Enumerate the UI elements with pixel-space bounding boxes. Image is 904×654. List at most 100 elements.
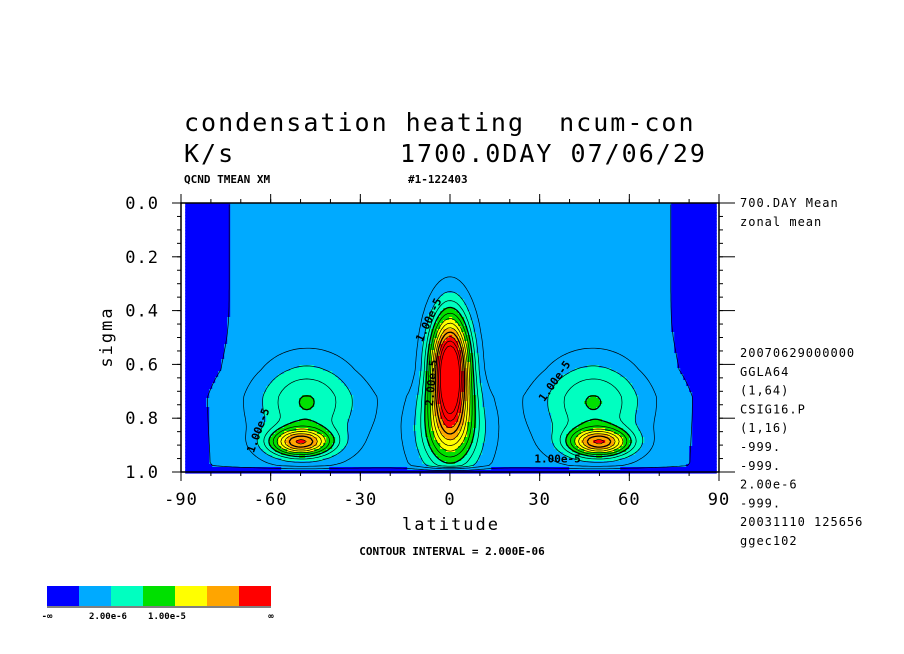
fill-band bbox=[683, 377, 717, 381]
fill-band bbox=[185, 374, 219, 378]
fill-band bbox=[431, 404, 435, 408]
fill-band bbox=[185, 239, 231, 243]
fill-band bbox=[215, 377, 276, 381]
fill-band bbox=[428, 365, 432, 369]
fill-band bbox=[431, 425, 438, 429]
fill-band bbox=[470, 368, 474, 372]
fill-band bbox=[473, 356, 480, 360]
contour-line bbox=[256, 291, 644, 468]
fill-band bbox=[347, 440, 417, 444]
colorbar-swatch bbox=[239, 586, 271, 606]
fill-band bbox=[671, 206, 717, 210]
fill-band bbox=[455, 308, 468, 312]
fill-band bbox=[467, 380, 471, 384]
fill-band bbox=[626, 377, 684, 381]
fill-band bbox=[185, 347, 225, 351]
fill-band bbox=[464, 419, 471, 423]
fill-band bbox=[470, 365, 474, 369]
fill-band bbox=[473, 371, 480, 375]
fill-band bbox=[467, 392, 471, 396]
fill-band bbox=[632, 386, 690, 390]
fill-band bbox=[467, 395, 471, 399]
fill-band bbox=[635, 452, 690, 456]
contour-field bbox=[185, 203, 717, 474]
fill-band bbox=[692, 428, 717, 432]
fill-band bbox=[464, 416, 471, 420]
fill-band bbox=[209, 461, 423, 465]
fill-band bbox=[575, 437, 585, 441]
fill-band bbox=[473, 353, 480, 357]
fill-band bbox=[569, 371, 618, 375]
fill-band bbox=[551, 419, 591, 423]
fill-band bbox=[623, 428, 639, 432]
fill-band bbox=[311, 419, 348, 423]
fill-band bbox=[458, 293, 672, 297]
fill-band bbox=[437, 356, 462, 360]
fill-band bbox=[230, 269, 672, 273]
fill-band bbox=[296, 428, 309, 432]
run-info-line: ggec102 bbox=[740, 534, 798, 548]
contour-line bbox=[440, 345, 461, 415]
fill-band bbox=[185, 452, 210, 456]
fill-band bbox=[476, 341, 675, 345]
fill-band bbox=[470, 404, 477, 408]
fill-band bbox=[638, 449, 690, 453]
fill-band bbox=[266, 389, 351, 393]
fill-band bbox=[185, 284, 231, 288]
fill-band bbox=[620, 458, 690, 462]
fill-band bbox=[419, 374, 426, 378]
colorbar-swatch bbox=[143, 586, 175, 606]
fill-band bbox=[671, 221, 717, 225]
fill-band bbox=[185, 323, 228, 327]
fill-band bbox=[635, 419, 693, 423]
fill-band bbox=[185, 446, 210, 450]
fill-band bbox=[482, 389, 552, 393]
fill-band bbox=[209, 419, 267, 423]
fill-band bbox=[227, 329, 426, 333]
fill-band bbox=[437, 377, 465, 381]
fill-band bbox=[476, 398, 483, 402]
fill-band bbox=[485, 440, 552, 444]
fill-band bbox=[602, 419, 636, 423]
fill-band bbox=[230, 227, 672, 231]
fill-band bbox=[230, 224, 672, 228]
fill-band bbox=[425, 338, 432, 342]
fill-band bbox=[317, 440, 327, 444]
fill-band bbox=[185, 431, 210, 435]
fill-band bbox=[425, 428, 432, 432]
fill-band bbox=[440, 323, 459, 327]
fill-band bbox=[416, 404, 426, 408]
fill-band bbox=[350, 416, 417, 420]
fill-band bbox=[470, 446, 483, 450]
fill-band bbox=[473, 359, 480, 363]
fill-band bbox=[185, 428, 210, 432]
fill-band bbox=[320, 452, 339, 456]
x-tick-label: 90 bbox=[708, 490, 730, 510]
x-tick-label: 0 bbox=[444, 490, 455, 510]
fill-band bbox=[440, 431, 459, 435]
fill-band bbox=[479, 368, 576, 372]
fill-band bbox=[284, 371, 333, 375]
fill-band bbox=[185, 296, 231, 300]
fill-band bbox=[587, 404, 600, 408]
fill-band bbox=[671, 254, 717, 258]
fill-band bbox=[317, 431, 330, 435]
fill-band bbox=[347, 434, 417, 438]
fill-band bbox=[425, 395, 432, 399]
fill-band bbox=[302, 407, 312, 411]
y-tick-label: 0.4 bbox=[125, 302, 159, 322]
fill-band bbox=[440, 416, 459, 420]
fill-band bbox=[287, 443, 318, 447]
fill-band bbox=[425, 329, 432, 333]
fill-band bbox=[185, 209, 231, 213]
fill-band bbox=[491, 467, 570, 471]
fill-band bbox=[671, 284, 717, 288]
fill-band bbox=[485, 434, 552, 438]
fill-band bbox=[263, 401, 300, 405]
fill-band bbox=[473, 323, 672, 327]
fill-band bbox=[671, 209, 717, 213]
fill-band bbox=[476, 395, 483, 399]
run-info-line: (1,64) bbox=[740, 384, 789, 398]
fill-band bbox=[485, 437, 552, 441]
fill-band bbox=[437, 317, 450, 321]
